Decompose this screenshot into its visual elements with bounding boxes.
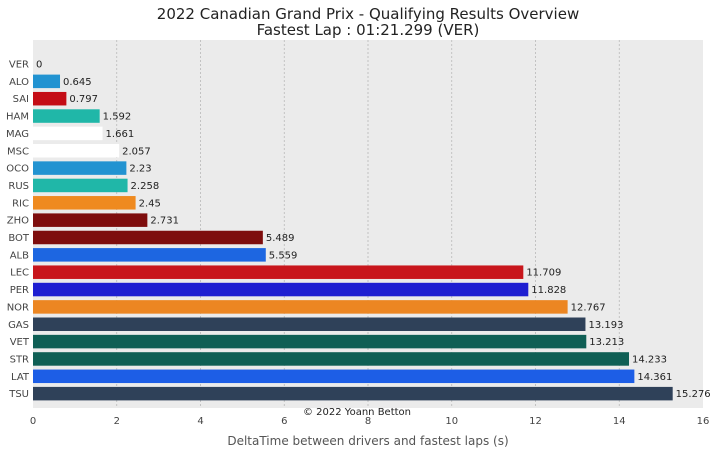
bar-value-label: 13.193	[588, 320, 623, 331]
bar-mag	[33, 126, 103, 141]
y-tick-label: OCO	[6, 164, 29, 175]
x-tick-label: 0	[30, 416, 36, 427]
x-axis-label: DeltaTime between drivers and fastest la…	[227, 434, 508, 448]
bar-value-label: 2.258	[131, 181, 160, 192]
bar-value-label: 15.276	[676, 389, 711, 400]
bar-vet	[33, 334, 587, 349]
x-tick-labels: 0 2 4 6 8 10 12 14 16	[30, 416, 710, 427]
bar-alo	[33, 74, 61, 89]
y-tick-label: NOR	[7, 302, 29, 313]
y-tick-label: GAS	[8, 320, 29, 331]
bar-str	[33, 352, 630, 366]
bar-value-label: 5.559	[269, 250, 298, 261]
y-tick-label: ALO	[9, 77, 29, 88]
x-tick-label: 4	[197, 416, 203, 427]
x-tick-label: 8	[365, 416, 371, 427]
bar-value-label: 2.23	[129, 164, 151, 175]
x-tick-label: 6	[281, 416, 287, 427]
bar-value-label: 0	[36, 60, 42, 71]
bar-value-label: 5.489	[266, 233, 295, 244]
bar-value-label: 13.213	[589, 337, 624, 348]
copyright-annotation: © 2022 Yoann Betton	[303, 407, 411, 418]
y-tick-label: LAT	[11, 372, 30, 383]
bar-value-label: 11.828	[531, 285, 566, 296]
x-tick-label: 2	[114, 416, 120, 427]
bar-oco	[33, 161, 127, 175]
bar-alb	[33, 248, 266, 262]
bar-layer	[33, 74, 673, 401]
label-layer: 0 0.645 0.797 1.592 1.661 2.057 2.23 2.258 2.45 2…	[36, 60, 711, 401]
y-tick-label: STR	[10, 354, 29, 365]
bar-value-label: 1.661	[106, 129, 135, 140]
x-tick-label: 10	[445, 416, 458, 427]
y-tick-label: BOT	[8, 233, 30, 244]
y-tick-label: TSU	[8, 389, 29, 400]
bar-zho	[33, 213, 148, 227]
bar-rus	[33, 178, 128, 193]
bar-sai	[33, 91, 67, 106]
chart-title: 2022 Canadian Grand Prix - Qualifying Re…	[157, 5, 579, 23]
bar-lat	[33, 369, 635, 384]
y-tick-label: PER	[10, 285, 29, 296]
grid-layer	[116, 40, 620, 408]
bar-tsu	[33, 386, 673, 401]
x-tick-label: 12	[529, 416, 542, 427]
bar-value-label: 14.233	[632, 354, 667, 365]
chart-subtitle: Fastest Lap : 01:21.299 (VER)	[257, 21, 480, 39]
bar-value-label: 11.709	[526, 268, 561, 279]
bar-nor	[33, 300, 568, 314]
y-tick-label: HAM	[6, 112, 29, 123]
y-tick-label: ALB	[10, 250, 29, 261]
y-tick-label: MSC	[7, 146, 29, 157]
bar-lec	[33, 265, 524, 279]
bar-value-label: 12.767	[571, 302, 606, 313]
bar-bot	[33, 230, 263, 245]
y-tick-label: ZHO	[7, 216, 29, 227]
y-tick-label: MAG	[6, 129, 29, 140]
bar-per	[33, 282, 529, 297]
y-tick-label: VER	[9, 60, 29, 71]
bar-value-label: 14.361	[637, 372, 672, 383]
y-tick-label: RIC	[12, 198, 29, 209]
bar-value-label: 0.797	[69, 94, 98, 105]
y-tick-labels: VER ALO SAI HAM MAG MSC OCO RUS RIC ZHO BOT ALB LEC P…	[6, 60, 30, 401]
y-tick-label: VET	[10, 337, 30, 348]
bar-msc	[33, 144, 120, 158]
bar-ham	[33, 109, 100, 123]
y-tick-label: RUS	[8, 181, 29, 192]
y-tick-label: LEC	[10, 268, 29, 279]
bar-value-label: 2.057	[122, 146, 151, 157]
bar-value-label: 1.592	[103, 112, 132, 123]
y-tick-label: SAI	[13, 94, 29, 105]
bar-ric	[33, 196, 136, 210]
bar-gas	[33, 317, 586, 331]
x-tick-label: 14	[613, 416, 626, 427]
bar-value-label: 2.45	[139, 198, 161, 209]
bar-value-label: 0.645	[63, 77, 92, 88]
bar-value-label: 2.731	[150, 216, 179, 227]
x-tick-label: 16	[697, 416, 710, 427]
